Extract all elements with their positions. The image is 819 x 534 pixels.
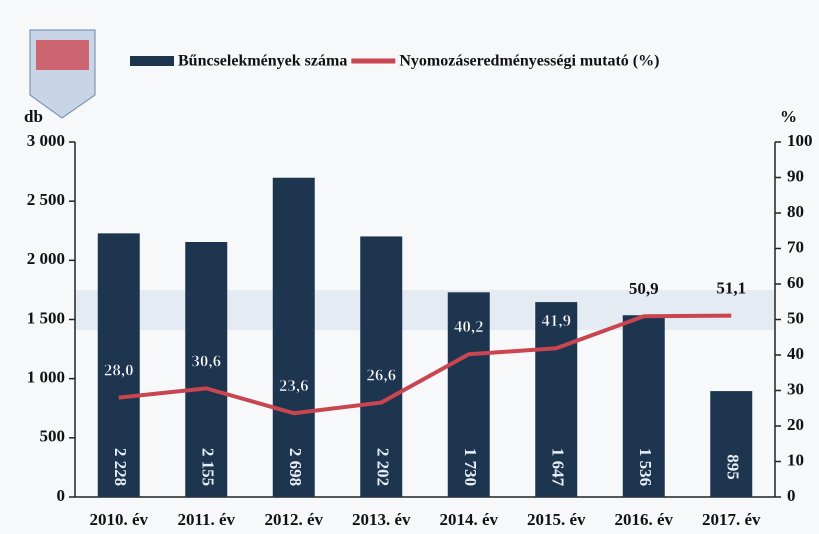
y2-tick-label: 90 — [787, 166, 804, 185]
line-value-label: 28,0 — [104, 361, 134, 380]
line-value-label: 41,9 — [541, 311, 571, 330]
y-tick-label: 2 500 — [27, 190, 65, 209]
y2-tick-label: 40 — [787, 344, 804, 363]
bar — [360, 236, 403, 497]
y-tick-label: 1 000 — [27, 368, 65, 387]
x-tick-label: 2011. év — [177, 510, 235, 529]
bar — [535, 302, 578, 497]
legend-label: Nyomozáseredményességi mutató (%) — [399, 53, 659, 70]
legend-label: Bűncselekmények száma — [178, 53, 347, 70]
line-value-label: 51,1 — [716, 279, 746, 298]
y-axis-label: db — [24, 107, 43, 126]
bar-value-label: 1 730 — [461, 448, 480, 486]
bar-value-label: 1 647 — [548, 448, 567, 487]
y2-tick-label: 60 — [787, 273, 804, 292]
bar-value-label: 2 698 — [286, 448, 305, 486]
x-tick-label: 2015. év — [527, 510, 586, 529]
y-tick-label: 2 000 — [27, 249, 65, 268]
bar — [622, 315, 665, 497]
decor-band — [75, 290, 775, 330]
y2-tick-label: 30 — [787, 379, 804, 398]
bar-value-label: 2 202 — [373, 448, 392, 486]
y2-tick-label: 100 — [787, 131, 813, 150]
y-tick-label: 1 500 — [27, 308, 65, 327]
line-value-label: 26,6 — [366, 365, 396, 384]
x-tick-label: 2012. év — [264, 510, 323, 529]
bar-value-label: 2 228 — [111, 448, 130, 486]
line — [118, 313, 732, 416]
bar-value-label: 2 155 — [198, 448, 217, 486]
y2-tick-label: 10 — [787, 450, 804, 469]
legend-swatch — [130, 56, 174, 66]
bar-value-label: 895 — [723, 454, 742, 480]
bar — [97, 233, 140, 497]
y2-tick-label: 80 — [787, 202, 804, 221]
y-tick-label: 500 — [40, 427, 66, 446]
bar — [447, 292, 490, 497]
x-tick-label: 2014. év — [439, 510, 498, 529]
y-tick-label: 0 — [57, 486, 66, 505]
line-value-label: 40,2 — [454, 317, 484, 336]
x-tick-label: 2016. év — [614, 510, 673, 529]
y2-tick-label: 0 — [787, 486, 796, 505]
legend: Bűncselekmények száma Nyomozáseredményess… — [130, 53, 659, 70]
bar — [272, 177, 315, 497]
y2-tick-label: 70 — [787, 237, 804, 256]
line-value-label: 50,9 — [629, 279, 659, 298]
x-tick-label: 2013. év — [352, 510, 411, 529]
bar — [185, 241, 228, 497]
y2-tick-label: 20 — [787, 415, 804, 434]
y2-axis-label: % — [780, 107, 797, 126]
x-tick-label: 2010. év — [89, 510, 148, 529]
bar-value-label: 1 536 — [636, 448, 655, 486]
y-tick-label: 3 000 — [27, 131, 65, 150]
y2-tick-label: 50 — [787, 308, 804, 327]
logo-part — [36, 40, 89, 70]
x-tick-label: 2017. év — [702, 510, 761, 529]
line-value-label: 30,6 — [191, 351, 221, 370]
line-value-label: 23,6 — [279, 376, 309, 395]
bar — [710, 391, 753, 497]
